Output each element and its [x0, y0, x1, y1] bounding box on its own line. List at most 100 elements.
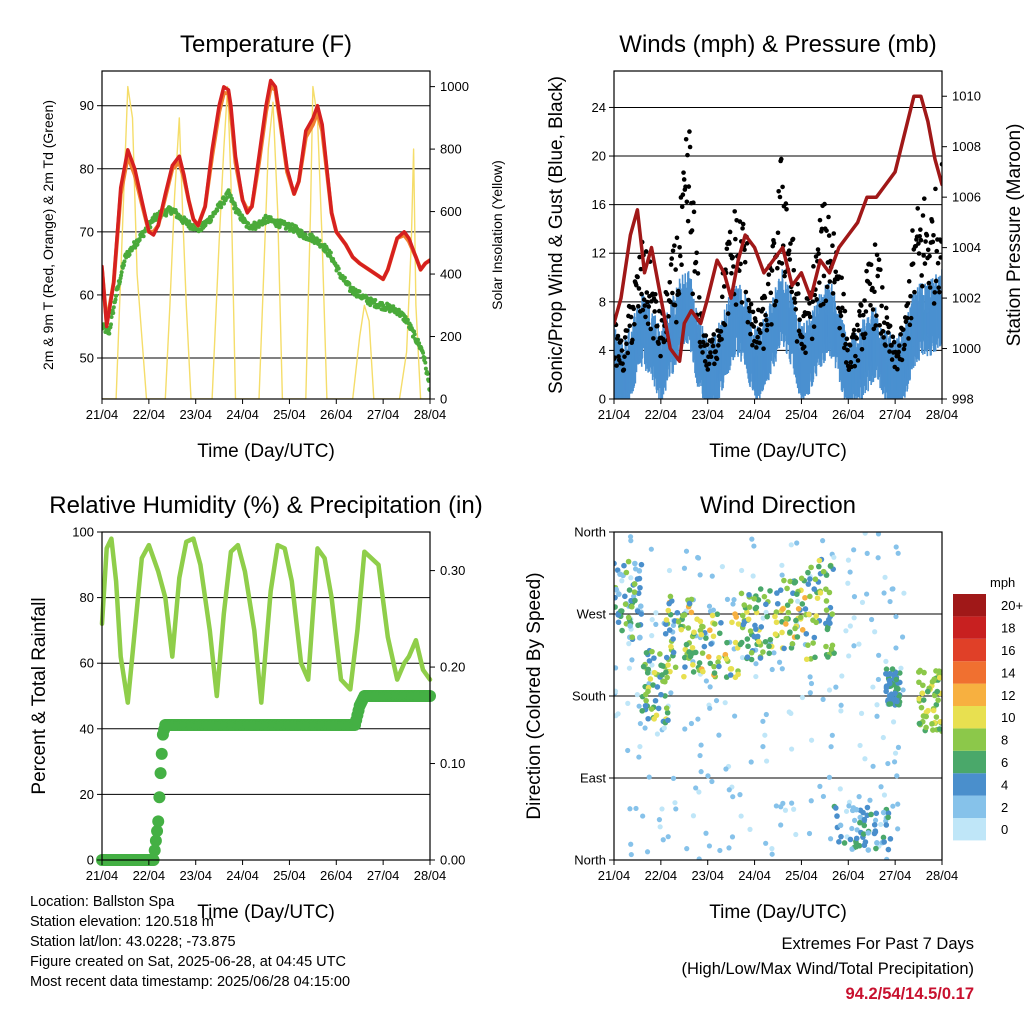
temperature-x-tick-label: 22/04 — [133, 407, 166, 422]
wind-gust-point — [876, 257, 882, 263]
wind-direction-point — [672, 800, 678, 806]
wind-gust-point — [669, 256, 675, 261]
wind-direction-point — [632, 560, 638, 567]
direction-plot-area — [614, 532, 942, 860]
wind-direction-point — [695, 554, 701, 561]
humidity-left-tick-label: 20 — [80, 787, 94, 802]
wind-gust-point — [704, 342, 710, 347]
wind-direction-point — [887, 670, 894, 677]
wind-gust-point — [809, 336, 815, 342]
wind-direction-point — [881, 792, 888, 798]
wind-direction-point — [806, 611, 812, 618]
temperature-left-tick-label: 90 — [80, 98, 94, 113]
wind-gust-point — [622, 335, 628, 340]
wind-direction-point — [864, 591, 870, 597]
wind-direction-point — [799, 601, 806, 607]
precipitation-point — [148, 844, 161, 857]
dewpoint-point — [107, 331, 112, 336]
wind-gust-point — [883, 343, 888, 348]
wind-direction-point — [764, 758, 770, 764]
wind-gust-point — [641, 297, 647, 302]
wind-gust-point — [895, 366, 900, 372]
wind-direction-point — [670, 622, 677, 629]
wind-direction-point — [691, 629, 697, 636]
wind-gust-point — [635, 274, 640, 280]
wind-direction-point — [746, 604, 753, 610]
wind-gust-point — [750, 309, 756, 315]
wind-direction-point — [744, 654, 751, 660]
humidity-right-tick-label: 0.30 — [440, 563, 465, 578]
wind-direction-point — [667, 593, 674, 600]
wind-direction-point — [851, 594, 858, 600]
wind-direction-point — [807, 674, 813, 680]
wind-gust-point — [661, 339, 667, 345]
humidity-x-tick-label: 22/04 — [133, 868, 166, 883]
wind-direction-point — [845, 580, 851, 586]
wind-gust-point — [760, 306, 766, 312]
wind-gust-point — [634, 282, 639, 288]
dewpoint-point — [412, 332, 417, 337]
wind-gust-point — [857, 309, 862, 314]
wind-direction-point — [626, 587, 633, 593]
wind-direction-point — [859, 599, 866, 605]
wind-gust-point — [769, 268, 775, 273]
wind-gust-point — [725, 311, 731, 316]
wind-direction-point — [614, 688, 619, 694]
wind-direction-point — [642, 702, 649, 709]
humidity-x-tick-label: 24/04 — [226, 868, 259, 883]
wind-gust-point — [727, 229, 733, 235]
wind-gust-point — [651, 336, 656, 341]
wind-direction-point — [826, 589, 833, 596]
temperature-right-tick-label: 800 — [440, 142, 462, 157]
wind-gust-point — [803, 350, 808, 356]
wind-direction-point — [707, 684, 713, 690]
wind-direction-point — [614, 604, 618, 610]
wind-direction-point — [643, 697, 649, 704]
humidity-right-tick-label: 0.10 — [440, 756, 465, 771]
wind-gust-point — [902, 342, 907, 348]
extremes-values: 94.2/54/14.5/0.17 — [845, 985, 974, 1003]
wind-gust-point — [713, 349, 718, 354]
wind-direction-point — [729, 619, 735, 626]
direction-x-tick-label: 26/04 — [832, 868, 865, 883]
winds-left-tick-label: 0 — [599, 392, 606, 407]
wind-gust-point — [748, 331, 753, 337]
wind-direction-point — [726, 787, 732, 793]
wind-gust-point — [824, 228, 829, 233]
wind-direction-point — [797, 614, 804, 621]
wind-direction-point — [823, 643, 829, 650]
wind-gust-point — [817, 280, 822, 285]
wind-direction-point — [752, 622, 758, 629]
dewpoint-point — [119, 270, 124, 275]
wind-direction-point — [900, 687, 906, 693]
wind-direction-point — [724, 596, 731, 602]
wind-direction-point — [663, 705, 670, 711]
dewpoint-point — [178, 214, 183, 219]
wind-direction-point — [867, 797, 873, 803]
wind-direction-point — [683, 641, 690, 648]
wind-direction-point — [785, 609, 792, 616]
wind-gust-point — [792, 300, 798, 305]
wind-direction-point — [857, 819, 863, 826]
wind-direction-point — [651, 669, 658, 676]
relative-humidity-line — [99, 536, 433, 705]
wind-gust-point — [937, 289, 942, 295]
dewpoint-point — [114, 293, 119, 298]
dewpoint-point — [210, 214, 215, 219]
wind-direction-point — [707, 627, 713, 634]
wind-gust-point — [861, 335, 867, 341]
temperature-panel: 50 60 70 80 90 0 200 400 600 800 1000 21/04 22/04 23/… — [40, 31, 505, 462]
wind-direction-point — [757, 655, 764, 661]
wind-gust-point — [711, 332, 717, 337]
wind-direction-point — [933, 714, 940, 720]
wind-gust-point — [887, 349, 892, 354]
wind-gust-point — [855, 322, 860, 328]
winds-x-tick-label: 26/04 — [832, 407, 865, 422]
wind-gust-point — [653, 292, 658, 297]
winds-x-tick-label: 23/04 — [691, 407, 724, 422]
wind-direction-point — [925, 707, 931, 714]
wind-direction-point — [921, 669, 927, 676]
temperature-right-tick-label: 600 — [440, 204, 462, 219]
wind-direction-point — [774, 600, 781, 607]
wind-direction-point — [780, 800, 786, 806]
